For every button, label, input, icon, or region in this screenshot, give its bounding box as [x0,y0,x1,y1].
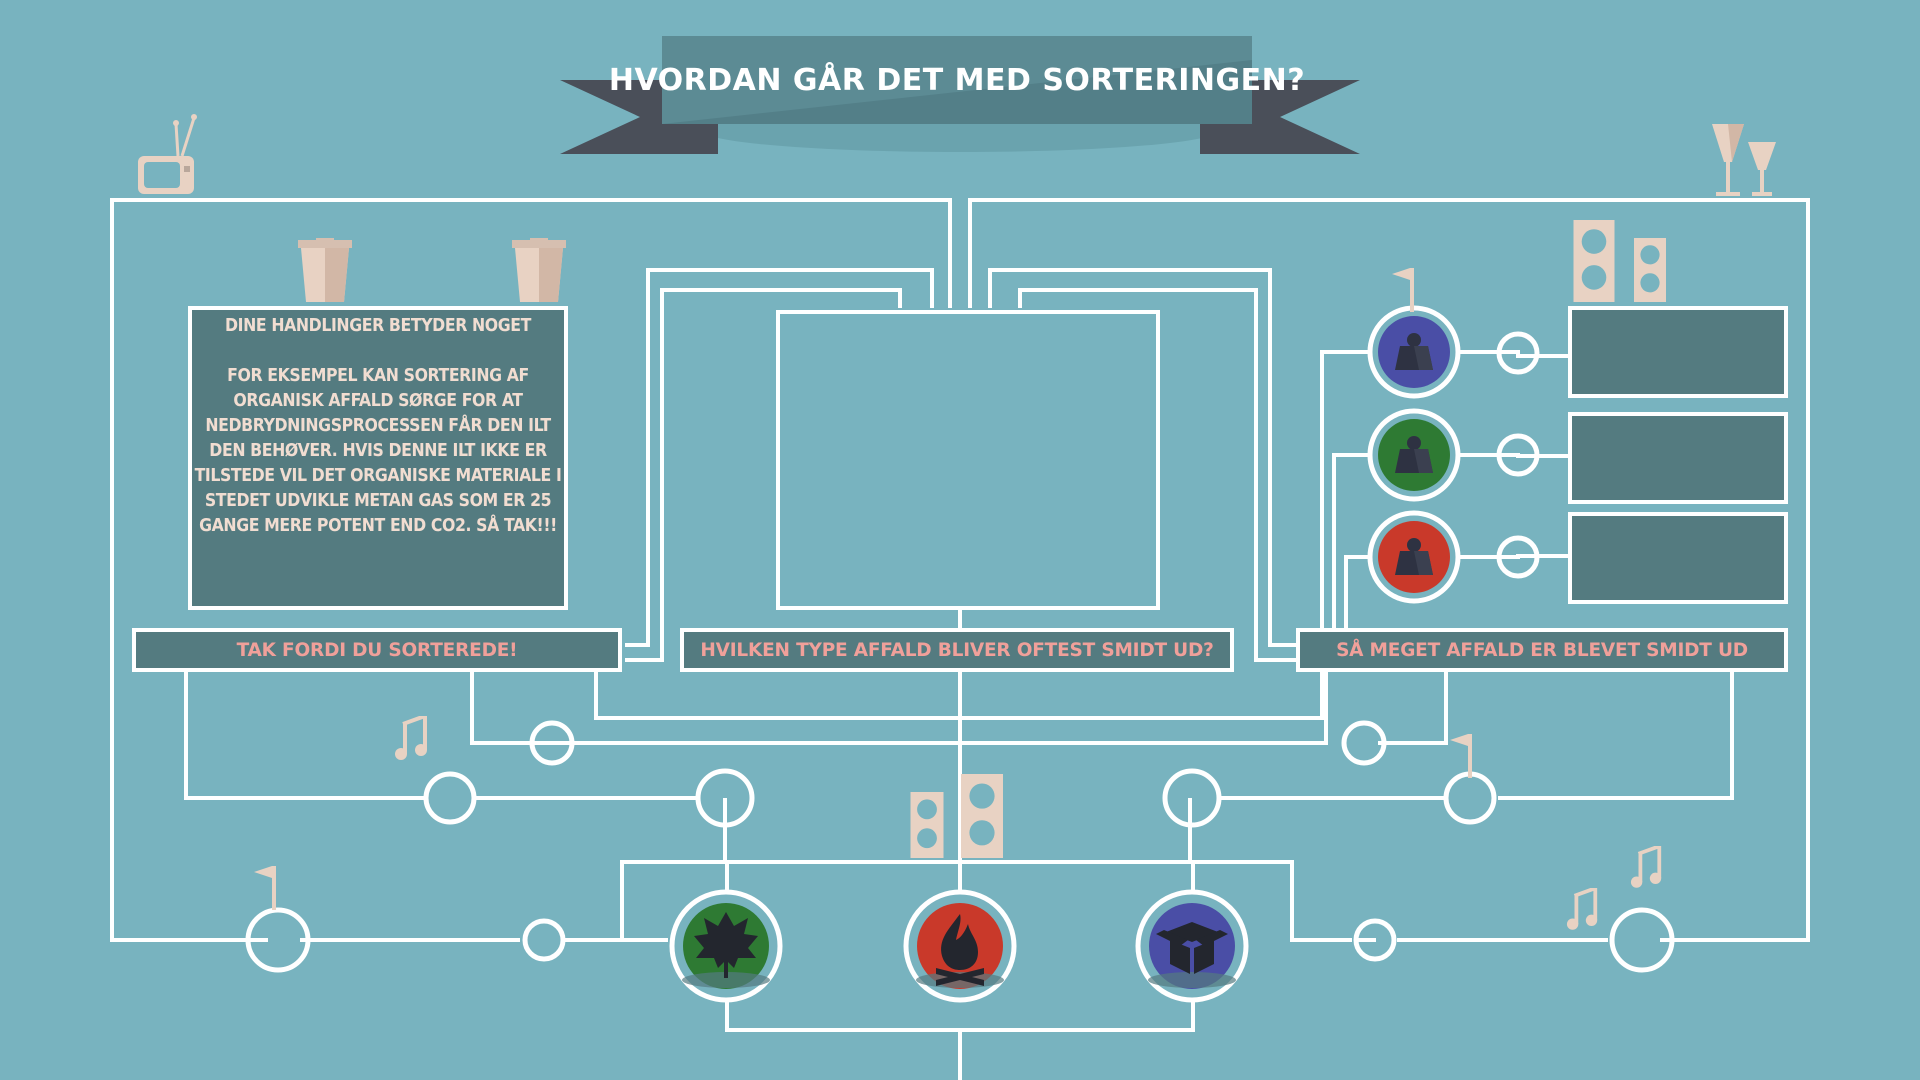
box-icon [1156,922,1228,974]
flag-icon [254,866,276,910]
speaker-icon [961,774,1003,858]
weight-value-box-3 [1568,512,1788,604]
speaker-icon [1573,220,1615,302]
chart-area-box [776,310,1160,610]
music-note-icon [394,716,429,760]
info-body: FOR EKSEMPEL KAN SORTERING AF ORGANISK A… [194,366,562,536]
flag-icon [1392,268,1414,312]
label-most-thrown: HVILKEN TYPE AFFALD BLIVER OFTEST SMIDT … [700,639,1214,661]
fire-icon [936,914,984,986]
weight-value-box-1 [1568,306,1788,398]
info-heading: DINE HANDLINGER BETYDER NOGET [225,316,531,336]
music-note-icon [1566,888,1600,930]
speaker-icon [910,792,944,858]
connector-nodes [245,331,1675,973]
label-bar-left [132,628,622,672]
info-text: DINE HANDLINGER BETYDER NOGET FOR EKSEMP… [192,314,564,604]
weight-circle-3[interactable] [1367,510,1461,604]
category-burnable[interactable] [903,889,1017,1003]
weight-circle-2[interactable] [1367,408,1461,502]
tv-icon [138,114,197,194]
info-box [188,306,568,610]
label-amount-thrown: SÅ MEGET AFFALD ER BLEVET SMIDT UD [1336,639,1748,661]
category-organic[interactable] [669,889,783,1003]
speaker-icon [1634,238,1666,302]
weight-circle-1[interactable] [1367,305,1461,399]
leaf-icon [694,912,758,978]
category-recyclable[interactable] [1135,889,1249,1003]
weight-value-box-2 [1568,412,1788,504]
bucket-icon [512,238,566,302]
label-bar-right [1296,628,1788,672]
bucket-icon [298,238,352,302]
page-title: HVORDAN GÅR DET MED SORTERINGEN? [608,62,1306,98]
glasses-icon [1712,124,1776,196]
flag-icon [1450,734,1472,778]
label-thanks: TAK FORDI DU SORTEREDE! [236,639,518,661]
title-ribbon [560,36,1360,154]
label-bar-center [680,628,1234,672]
music-note-icon [1630,846,1664,888]
